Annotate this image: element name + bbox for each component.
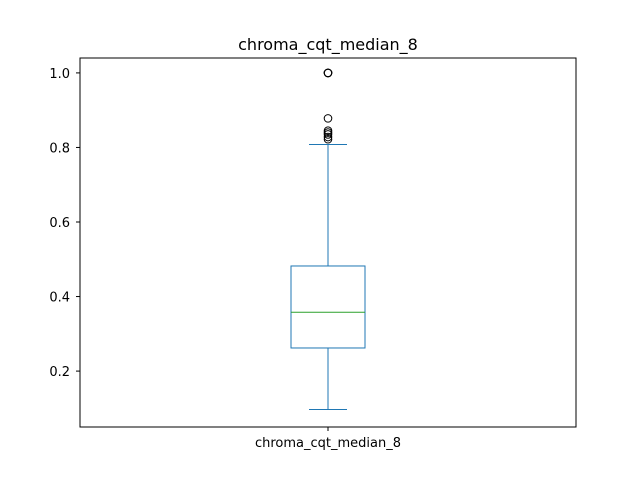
- y-axis: 0.2 0.4 0.6 0.8 1.0: [49, 67, 80, 380]
- box-series: [290, 68, 366, 410]
- outlier-point: [323, 134, 333, 144]
- outlier-point: [323, 126, 333, 135]
- y-tick-label: 0.2: [49, 365, 70, 380]
- outlier-point: [323, 132, 333, 142]
- outlier-point: [323, 114, 333, 123]
- y-tick-label: 0.4: [49, 291, 70, 306]
- y-tick-label: 0.6: [49, 216, 70, 231]
- y-tick-label: 0.8: [49, 141, 70, 156]
- iqr-box: [290, 265, 366, 349]
- x-tick-label: chroma_cqt_median_8: [255, 436, 401, 451]
- outlier-point: [323, 68, 333, 78]
- x-axis: chroma_cqt_median_8: [255, 427, 401, 451]
- chart-title: chroma_cqt_median_8: [238, 35, 418, 55]
- y-tick-label: 1.0: [49, 67, 70, 82]
